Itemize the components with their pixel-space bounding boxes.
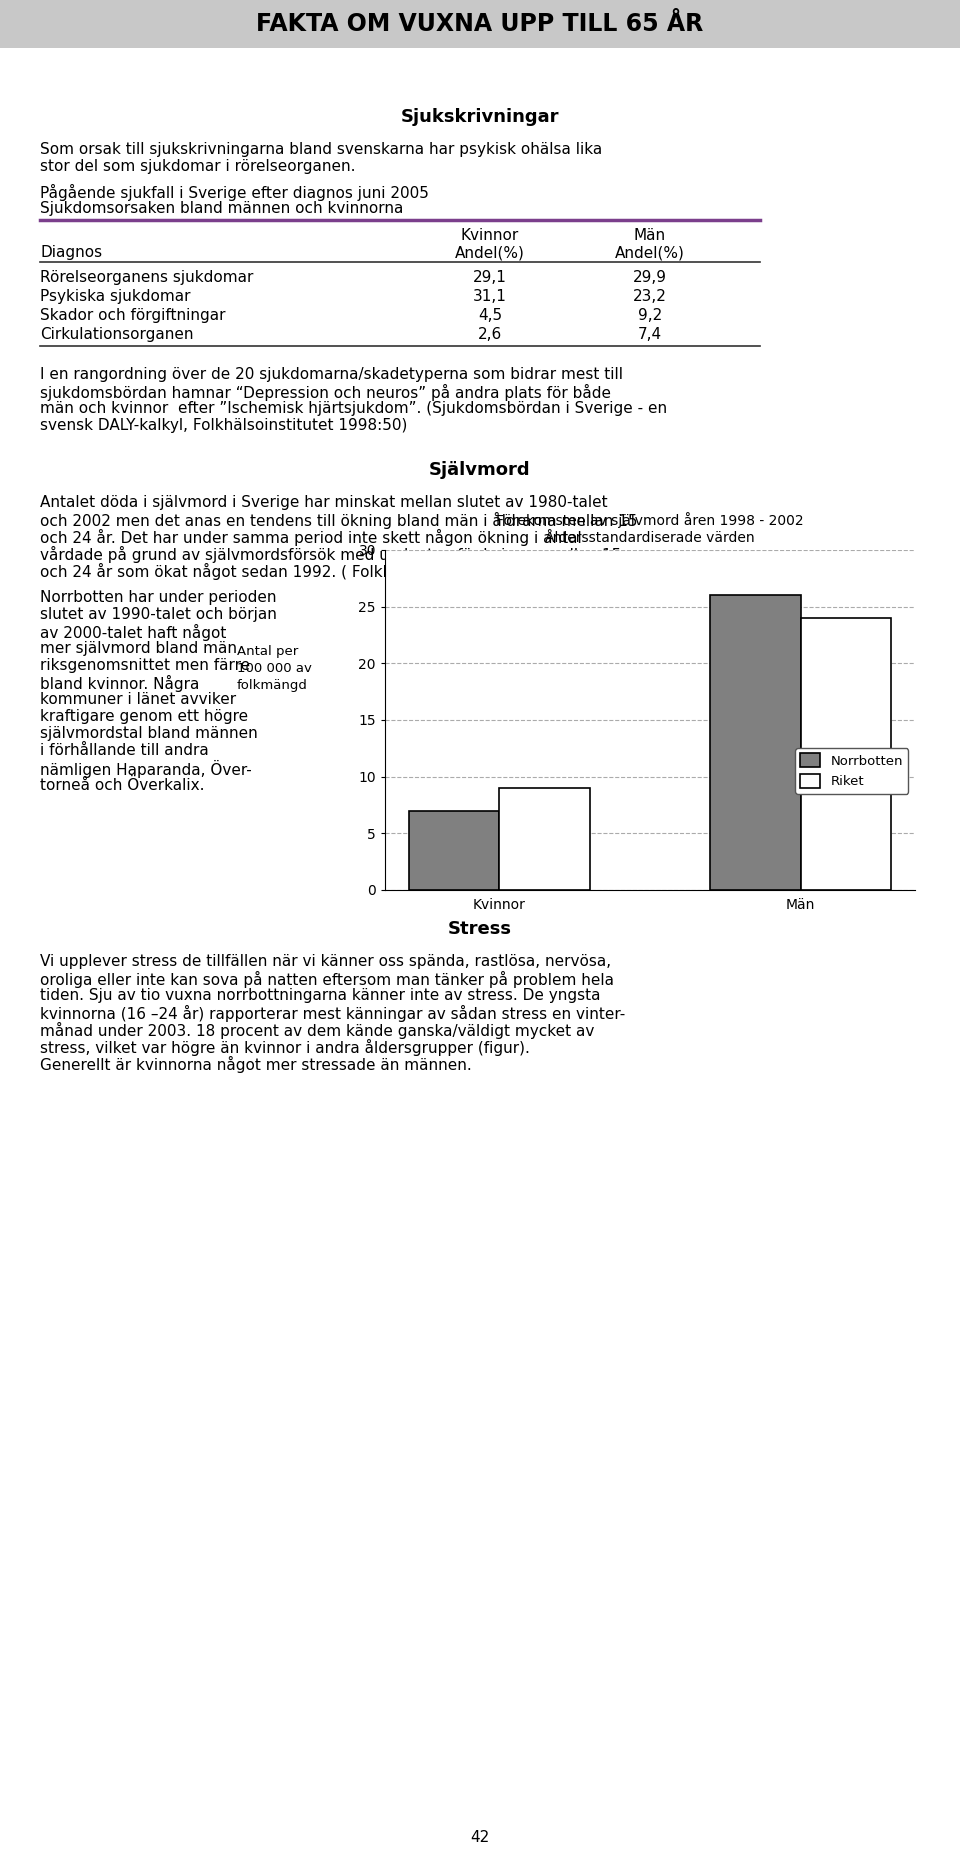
Text: Som orsak till sjukskrivningarna bland svenskarna har psykisk ohälsa lika: Som orsak till sjukskrivningarna bland s… (40, 142, 602, 157)
Text: stor del som sjukdomar i rörelseorganen.: stor del som sjukdomar i rörelseorganen. (40, 159, 355, 174)
Text: riksgenomsnittet men färre: riksgenomsnittet men färre (40, 659, 251, 674)
Text: och 24 år som ökat något sedan 1992. ( Folkhälsorapport 2005): och 24 år som ökat något sedan 1992. ( F… (40, 562, 530, 581)
Text: Andel(%): Andel(%) (455, 245, 525, 260)
Text: FAKTA OM VUXNA UPP TILL 65 ÅR: FAKTA OM VUXNA UPP TILL 65 ÅR (256, 11, 704, 35)
Text: 42: 42 (470, 1830, 490, 1845)
Text: tiden. Sju av tio vuxna norrbottningarna känner inte av stress. De yngsta: tiden. Sju av tio vuxna norrbottningarna… (40, 988, 601, 1003)
Text: Antalet döda i självmord i Sverige har minskat mellan slutet av 1980-talet: Antalet döda i självmord i Sverige har m… (40, 495, 608, 510)
Text: kraftigare genom ett högre: kraftigare genom ett högre (40, 709, 248, 724)
Text: självmordstal bland männen: självmordstal bland männen (40, 726, 257, 741)
Text: kommuner i länet avviker: kommuner i länet avviker (40, 693, 236, 708)
Text: oroliga eller inte kan sova på natten eftersom man tänker på problem hela: oroliga eller inte kan sova på natten ef… (40, 971, 614, 988)
Text: 7,4: 7,4 (638, 327, 662, 342)
Bar (499, 788, 589, 891)
Bar (409, 810, 499, 891)
Text: Sjukdomsorsaken bland männen och kvinnorna: Sjukdomsorsaken bland männen och kvinnor… (40, 202, 403, 217)
Text: 29,9: 29,9 (633, 271, 667, 286)
Text: Psykiska sjukdomar: Psykiska sjukdomar (40, 289, 190, 304)
Text: 2,6: 2,6 (478, 327, 502, 342)
Text: 4,5: 4,5 (478, 308, 502, 323)
Text: Norrbotten har under perioden: Norrbotten har under perioden (40, 590, 276, 605)
Text: vårdade på grund av självmordsförsök med undantag för kvinnor mellan 15: vårdade på grund av självmordsförsök med… (40, 545, 621, 562)
Text: 31,1: 31,1 (473, 289, 507, 304)
Text: Generellt är kvinnorna något mer stressade än männen.: Generellt är kvinnorna något mer stressa… (40, 1057, 471, 1074)
Text: svensk DALY-kalkyl, Folkhälsoinstitutet 1998:50): svensk DALY-kalkyl, Folkhälsoinstitutet … (40, 418, 407, 433)
Text: Skador och förgiftningar: Skador och förgiftningar (40, 308, 226, 323)
Text: månad under 2003. 18 procent av dem kände ganska/väldigt mycket av: månad under 2003. 18 procent av dem känd… (40, 1021, 594, 1040)
Bar (0, 0, 960, 49)
Text: Diagnos: Diagnos (40, 245, 102, 260)
Text: Självmord: Självmord (429, 461, 531, 478)
Text: och 2002 men det anas en tendens till ökning bland män i åldrarna mellan 15: och 2002 men det anas en tendens till ök… (40, 512, 637, 528)
Text: Antal per
100 000 av
folkmängd: Antal per 100 000 av folkmängd (236, 646, 311, 693)
Text: 9,2: 9,2 (637, 308, 662, 323)
Text: torneå och Överkalix.: torneå och Överkalix. (40, 777, 204, 792)
Text: män och kvinnor  efter ”Ischemisk hjärtsjukdom”. (Sjukdomsbördan i Sverige - en: män och kvinnor efter ”Ischemisk hjärtsj… (40, 401, 667, 416)
Text: Vi upplever stress de tillfällen när vi känner oss spända, rastlösa, nervösa,: Vi upplever stress de tillfällen när vi … (40, 954, 612, 969)
Text: av 2000-talet haft något: av 2000-talet haft något (40, 624, 227, 640)
Text: Cirkulationsorganen: Cirkulationsorganen (40, 327, 194, 342)
Text: Andel(%): Andel(%) (615, 245, 684, 260)
Text: I en rangordning över de 20 sjukdomarna/skadetyperna som bidrar mest till: I en rangordning över de 20 sjukdomarna/… (40, 366, 623, 381)
Text: bland kvinnor. Några: bland kvinnor. Några (40, 676, 200, 693)
Text: Pågående sjukfall i Sverige efter diagnos juni 2005: Pågående sjukfall i Sverige efter diagno… (40, 185, 429, 202)
Text: i förhållande till andra: i förhållande till andra (40, 743, 208, 758)
Title: Förekomsten av självmord åren 1998 - 2002
Åldersstandardiserade värden: Förekomsten av självmord åren 1998 - 200… (496, 512, 804, 545)
Text: sjukdomsbördan hamnar “Depression och neuros” på andra plats för både: sjukdomsbördan hamnar “Depression och ne… (40, 383, 611, 401)
Text: Stress: Stress (448, 920, 512, 937)
Text: kvinnorna (16 –24 år) rapporterar mest känningar av sådan stress en vinter-: kvinnorna (16 –24 år) rapporterar mest k… (40, 1004, 625, 1021)
Text: och 24 år. Det har under samma period inte skett någon ökning i antal: och 24 år. Det har under samma period in… (40, 528, 582, 545)
Text: 23,2: 23,2 (633, 289, 667, 304)
Text: Sjukskrivningar: Sjukskrivningar (400, 108, 560, 125)
Text: Rörelseorganens sjukdomar: Rörelseorganens sjukdomar (40, 271, 253, 286)
Bar (801, 618, 891, 891)
Text: slutet av 1990-talet och början: slutet av 1990-talet och början (40, 607, 276, 622)
Bar (710, 596, 801, 891)
Text: stress, vilket var högre än kvinnor i andra åldersgrupper (figur).: stress, vilket var högre än kvinnor i an… (40, 1040, 530, 1057)
Text: nämligen Haparanda, Över-: nämligen Haparanda, Över- (40, 760, 252, 779)
Text: Män: Män (634, 228, 666, 243)
Text: Kvinnor: Kvinnor (461, 228, 519, 243)
Text: 29,1: 29,1 (473, 271, 507, 286)
Legend: Norrbotten, Riket: Norrbotten, Riket (795, 749, 908, 793)
Text: mer självmord bland män: mer självmord bland män (40, 640, 237, 655)
